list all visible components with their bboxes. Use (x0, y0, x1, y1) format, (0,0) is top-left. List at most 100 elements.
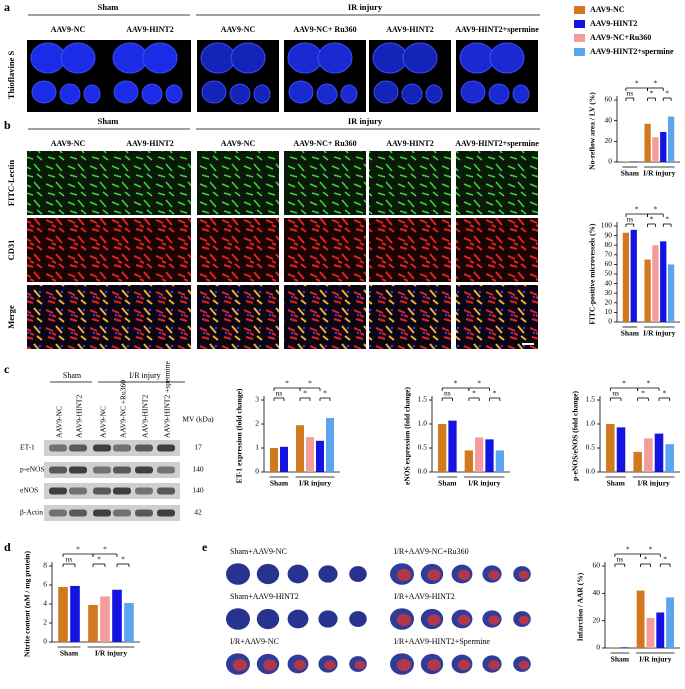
heart-slice (256, 608, 280, 630)
panel-letter: e (202, 540, 208, 554)
group-label: I/R+AAV9-HINT2+Spermine (394, 637, 490, 646)
bar (666, 597, 675, 648)
group-label: Sham+AAV9-NC (230, 547, 287, 556)
group-label: I/R+AAV9-HINT2 (394, 592, 455, 601)
bar (610, 647, 619, 648)
significance-label: * (97, 555, 101, 564)
micrograph (27, 151, 109, 215)
x-group-label: Sham (621, 169, 640, 178)
micrograph (456, 285, 538, 349)
bar (88, 604, 98, 642)
y-axis-label: Nitrite content (nM / mg protein) (23, 551, 32, 657)
blot-row-label: β-Actin (20, 508, 43, 517)
x-group-label: Sham (60, 649, 79, 658)
y-tick-label: 1.5 (586, 395, 596, 404)
band (135, 487, 153, 495)
heart-slice (287, 564, 309, 584)
column-label: AAV9-HINT2+spermine (455, 139, 539, 148)
bar (448, 420, 457, 472)
heart-slice (200, 42, 236, 74)
blot-row-label: ET-1 (20, 443, 35, 452)
y-tick-label: 40 (605, 115, 613, 124)
y-tick-label: 30 (605, 288, 613, 297)
heart-slice (287, 609, 309, 629)
column-label: AAV9-HINT2 (386, 139, 433, 148)
band (135, 509, 153, 517)
lane-label: AAV9-NC (99, 406, 108, 438)
significance-label: * (103, 545, 107, 554)
y-tick-label: 4 (43, 599, 47, 608)
x-group-label: I/R injury (643, 169, 676, 178)
group-header: I/R injury (129, 371, 160, 380)
infarct-area (518, 660, 530, 670)
blot-strip (44, 462, 180, 478)
heart-slice (349, 566, 367, 582)
significance-label: * (635, 79, 639, 88)
blot-strip (44, 505, 180, 521)
y-tick-label: 1.0 (586, 419, 596, 428)
heart-slice (318, 610, 338, 628)
panel-letter: c (4, 362, 10, 376)
y-tick-label: 0 (255, 467, 259, 476)
bar (606, 424, 615, 472)
micrograph (197, 218, 279, 282)
heart-slice (287, 42, 323, 74)
bar (652, 245, 659, 322)
band (135, 444, 153, 452)
infarct-area (518, 570, 530, 580)
y-tick-label: 1 (255, 443, 259, 452)
mw-label: 17 (194, 443, 202, 452)
micrograph (284, 218, 366, 282)
heart-slice (112, 42, 148, 74)
mw-header: MV (kDa) (182, 415, 214, 424)
x-group-label: Sham (606, 479, 625, 488)
legend-swatch (574, 20, 585, 28)
y-tick-label: 10 (605, 307, 613, 316)
significance-label: * (76, 545, 80, 554)
band (49, 444, 67, 452)
micrograph (369, 285, 451, 349)
micrograph (109, 151, 191, 215)
significance-label: * (635, 205, 639, 214)
group-header: Sham (63, 371, 82, 380)
bar (654, 433, 664, 472)
heart-slice (401, 83, 423, 105)
group-header: Sham (98, 2, 119, 12)
y-tick-label: 50 (605, 269, 613, 278)
blot-strip (44, 440, 180, 456)
x-group-label: I/R injury (468, 479, 501, 488)
significance-label: ns (276, 389, 283, 398)
y-tick-label: 0 (43, 637, 47, 646)
significance-label: ns (612, 389, 619, 398)
column-label: AAV9-HINT2 (126, 139, 173, 148)
y-tick-label: 0.5 (586, 443, 596, 452)
y-tick-label: 1.5 (418, 395, 428, 404)
heart-slice (402, 42, 438, 74)
lane-label: AAV9-NC +Ru360 (119, 380, 128, 438)
significance-label: ns (616, 555, 623, 564)
band (69, 487, 87, 495)
significance-label: ns (66, 555, 73, 564)
bar (667, 264, 675, 322)
significance-label: ns (444, 389, 451, 398)
micrograph (109, 218, 191, 282)
significance-label: * (646, 379, 650, 388)
heart-slice (256, 563, 280, 585)
infarct-area (427, 569, 441, 581)
bar (646, 617, 655, 648)
y-tick-label: 20 (605, 136, 613, 145)
infarct-area (518, 615, 530, 625)
lane-label: AAV9-HINT2 +spermine (163, 361, 172, 438)
legend-swatch (574, 34, 585, 42)
column-label: AAV9-NC (51, 139, 86, 148)
infarct-area (457, 614, 471, 626)
heart-slice (459, 42, 495, 74)
infarct-area (488, 660, 500, 670)
heart-slice (340, 84, 358, 104)
heart-slice (349, 611, 367, 627)
infarct-area (488, 570, 500, 580)
bar (622, 232, 630, 322)
heart-slice (253, 84, 271, 104)
band (113, 509, 131, 517)
bar (475, 437, 484, 472)
